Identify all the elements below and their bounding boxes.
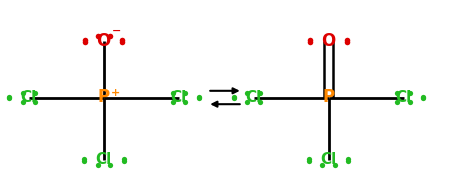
Text: Cl: Cl	[320, 152, 337, 167]
Text: −: −	[112, 26, 122, 36]
Text: O: O	[97, 32, 111, 50]
Text: P: P	[98, 89, 110, 106]
Text: +: +	[111, 88, 120, 98]
Text: Cl: Cl	[95, 152, 112, 167]
Text: Cl: Cl	[21, 90, 37, 105]
Text: Cl: Cl	[396, 90, 412, 105]
Text: P: P	[323, 89, 335, 106]
Text: Cl: Cl	[246, 90, 262, 105]
Text: Cl: Cl	[171, 90, 187, 105]
Text: O: O	[321, 32, 336, 50]
